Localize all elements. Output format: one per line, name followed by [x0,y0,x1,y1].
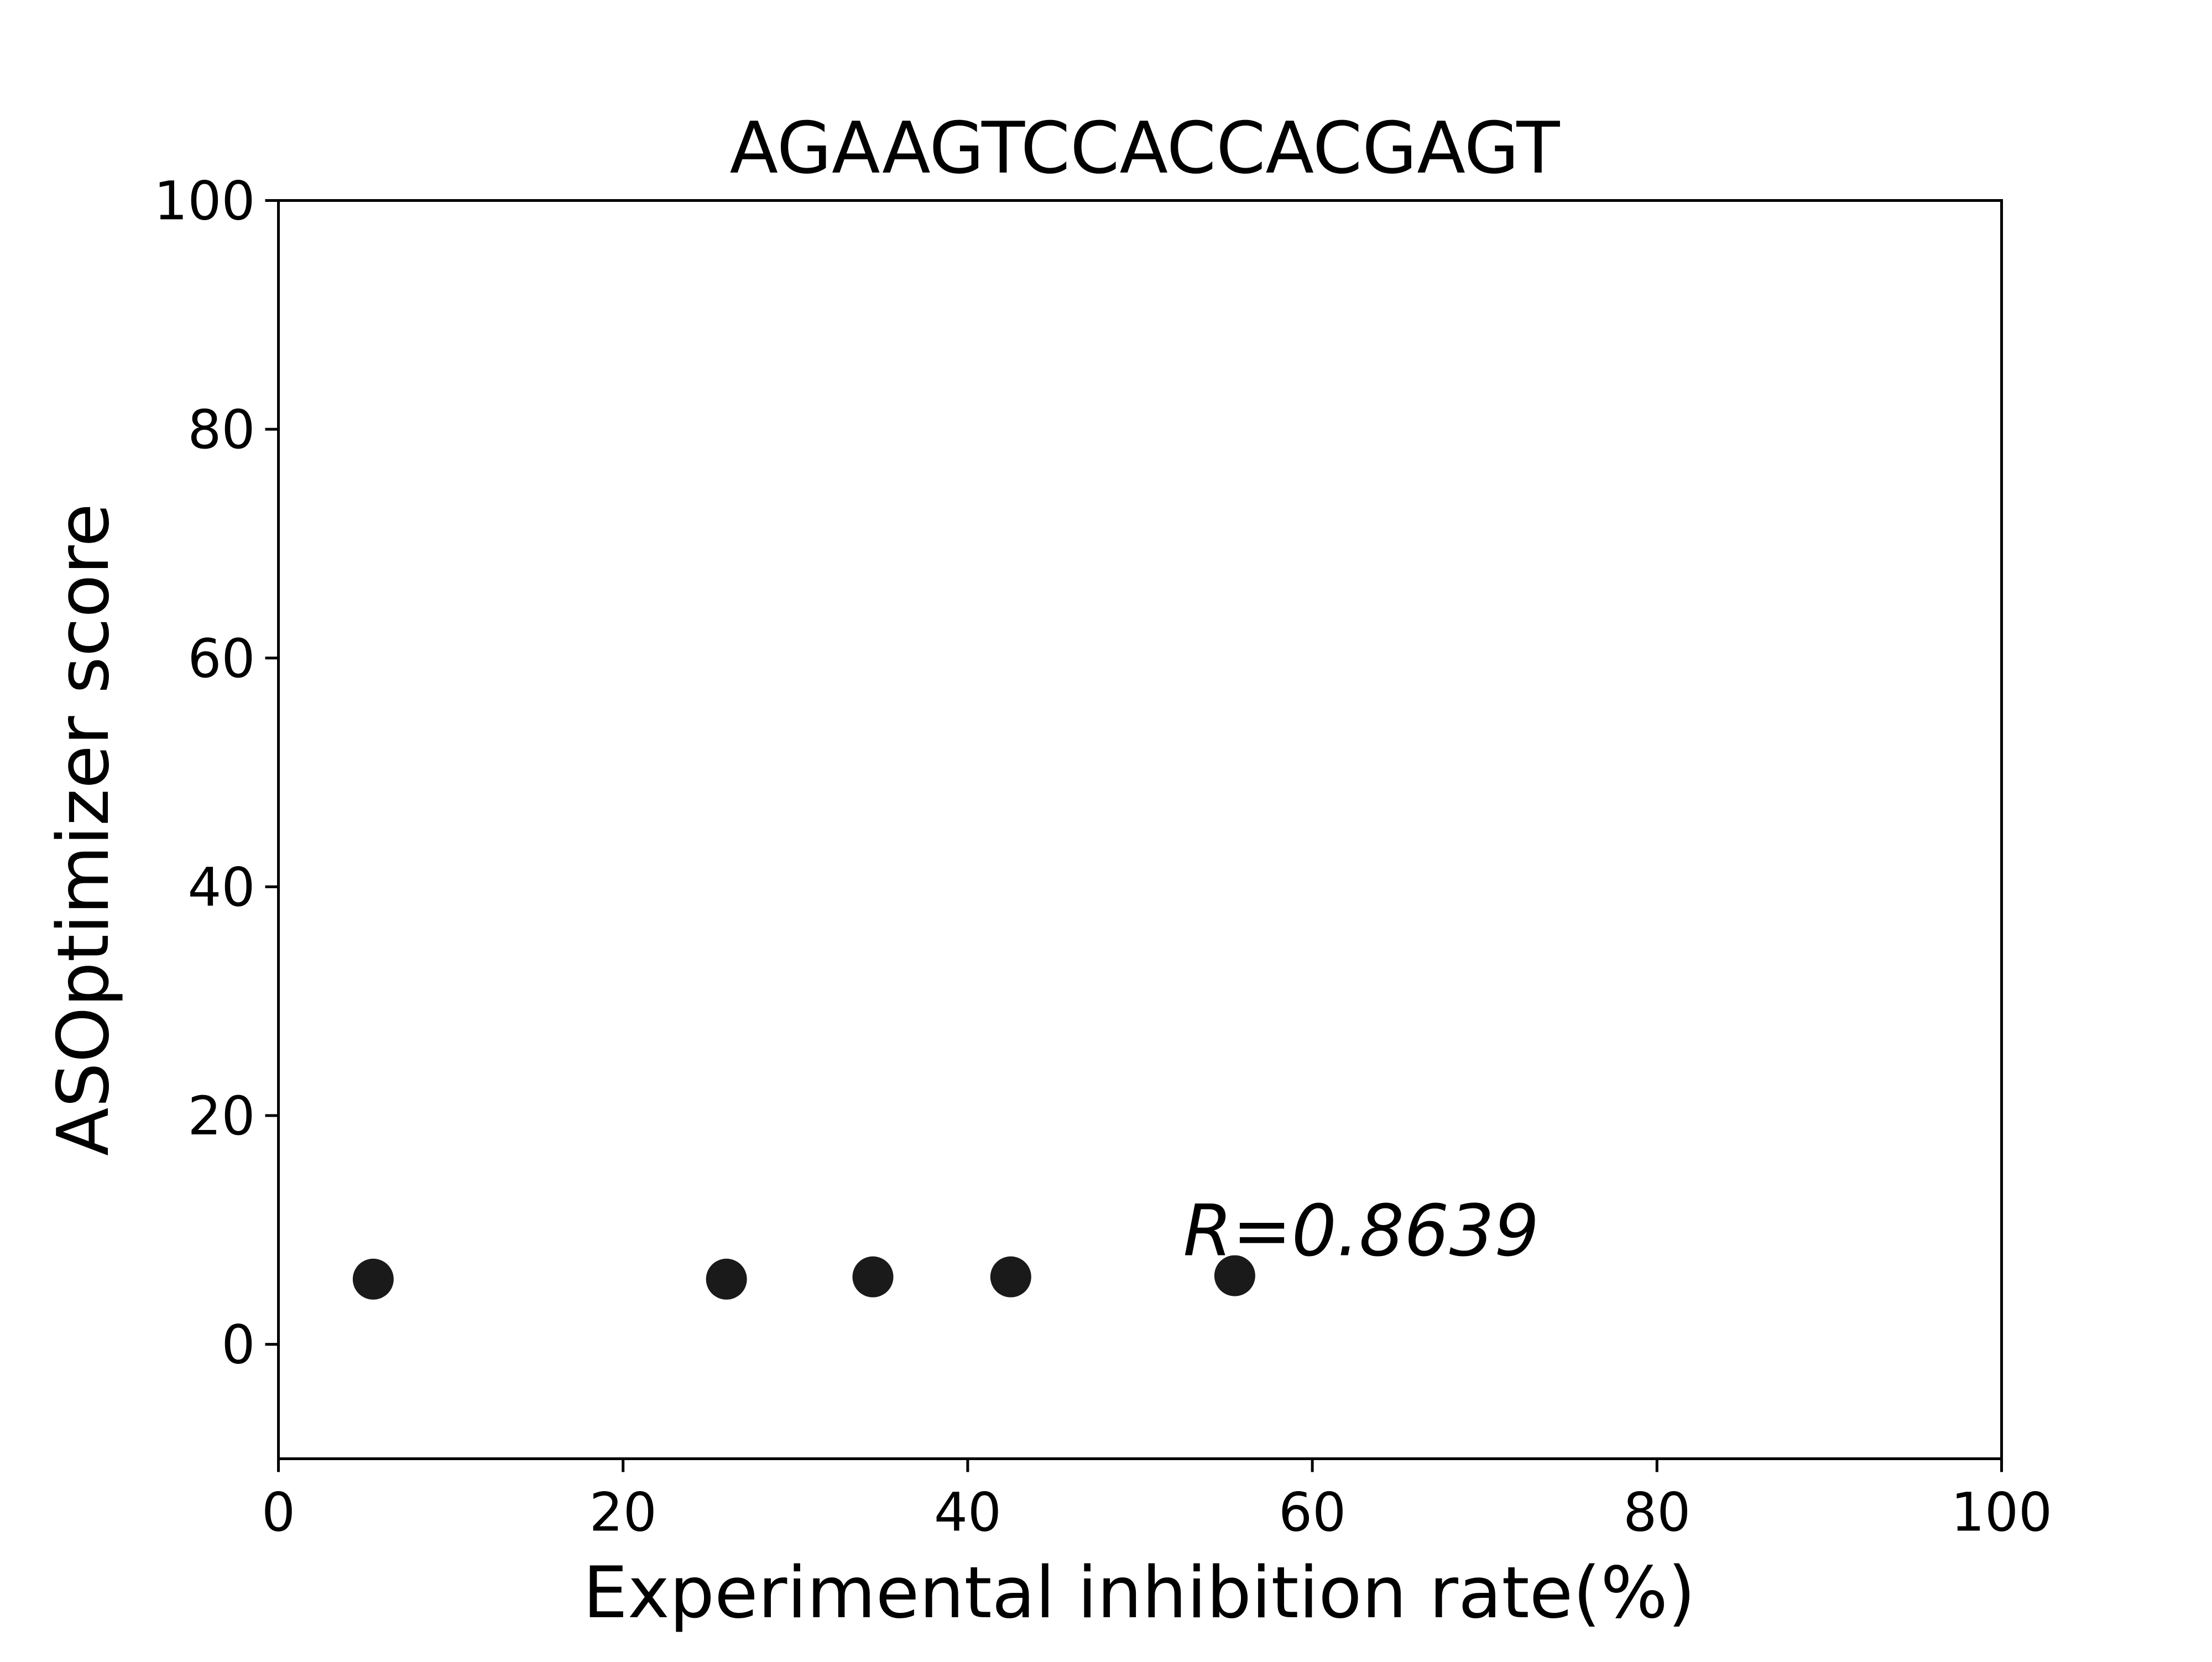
scatter-point-3 [852,1256,894,1298]
y-axis-ticks: 0 20 40 60 80 100 [154,170,279,1376]
x-tick-label: 100 [1951,1482,2052,1544]
data-points [352,1255,1255,1300]
chart-title: AGAAGTCCACCACGAGT [729,107,1560,190]
x-tick-label: 60 [1279,1482,1346,1544]
x-tick-label: 80 [1623,1482,1691,1544]
x-axis-label: Experimental inhibition rate(%) [583,1552,1695,1634]
x-axis-ticks: 0 20 40 60 80 100 [262,1458,2052,1544]
scatter-point-5 [1214,1255,1255,1296]
scatter-point-4 [990,1256,1031,1298]
y-tick-label: 100 [154,170,255,232]
scatter-point-2 [706,1258,747,1300]
y-tick-label: 0 [221,1314,255,1376]
y-tick-label: 40 [187,856,255,918]
y-tick-label: 60 [187,628,255,690]
plot-frame [277,199,2003,1460]
x-tick-label: 20 [589,1482,657,1544]
y-tick-label: 20 [187,1085,255,1147]
x-tick-label: 0 [262,1482,295,1544]
y-axis-label: ASOptimizer score [43,503,125,1156]
correlation-annotation: R=0.8639 [1183,1190,1539,1272]
y-tick-label: 80 [187,399,255,461]
scatter-point-1 [352,1258,394,1300]
x-tick-label: 40 [934,1482,1001,1544]
